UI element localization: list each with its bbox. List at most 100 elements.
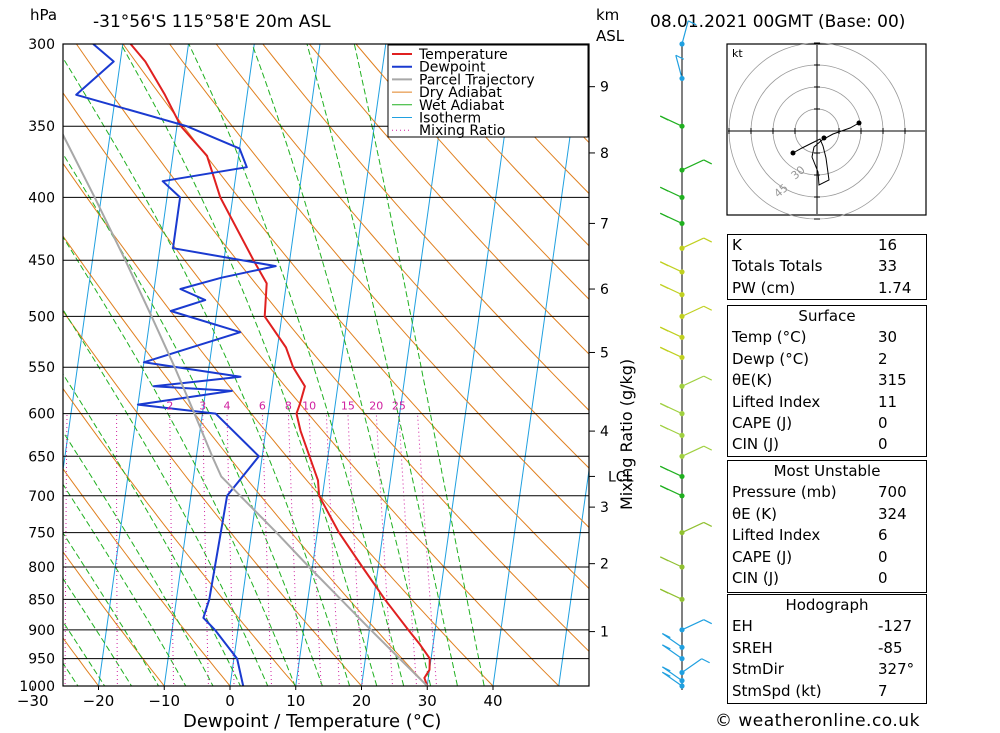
- height-tick-label: 4: [600, 424, 609, 440]
- height-tick-label: 7: [600, 216, 609, 232]
- isotherm-line: [0, 0, 5, 712]
- wind-barb-feather: [703, 305, 713, 311]
- index-value: 0: [878, 435, 888, 454]
- wind-level-dot: [679, 596, 685, 602]
- parcel-trajectory-line: [63, 132, 429, 686]
- pressure-tick-label: 400: [28, 190, 55, 206]
- hodograph-params-panel: Hodograph EH -127 SREH -85 StmDir 327° StmSpd …: [727, 594, 927, 704]
- index-label: CIN (J): [732, 569, 780, 588]
- index-row: K 16: [728, 235, 928, 256]
- wet-adiabat-line: [353, 44, 485, 686]
- index-row: CAPE (J) 0: [728, 413, 928, 434]
- index-value: 327°: [878, 660, 915, 679]
- dry-adiabat-line: [262, 44, 589, 412]
- wind-barb-feather: [659, 424, 669, 430]
- pressure-tick-label: 500: [28, 309, 55, 325]
- profile-lines: [63, 44, 431, 686]
- height-tick-label: 3: [600, 500, 609, 516]
- temperature-tick-label: 0: [225, 692, 235, 710]
- isotherm-line: [163, 44, 255, 686]
- pressure-tick-label: 800: [28, 560, 55, 576]
- wind-barb-feather: [659, 556, 669, 562]
- index-value: 700: [878, 483, 907, 502]
- index-row: PW (cm) 1.74: [728, 278, 928, 299]
- wind-barb-feather: [659, 283, 669, 290]
- isotherm-line: [558, 466, 589, 686]
- wind-barb-feather: [703, 237, 713, 243]
- mixing-ratio-label: 25: [392, 400, 406, 413]
- wind-barb-feather: [662, 644, 671, 650]
- height-unit-label-asl: ASL: [596, 27, 625, 45]
- legend-entry: Isotherm: [419, 111, 481, 127]
- lcl-label: LCL: [608, 469, 634, 485]
- wind-barb-feather: [662, 633, 671, 639]
- wind-barb: [681, 305, 705, 317]
- index-label: θE (K): [732, 504, 777, 523]
- index-row: CAPE (J) 0: [728, 547, 928, 568]
- wind-barb-feather: [701, 658, 710, 664]
- mixing-ratio-axis-title: Mixing Ratio (g/kg): [617, 359, 636, 510]
- wind-barb-feather: [662, 671, 671, 677]
- index-label: EH: [732, 617, 753, 636]
- wet-adiabat-line: [63, 430, 214, 686]
- pressure-tick-label: 300: [28, 37, 55, 53]
- index-value: 6: [878, 526, 888, 545]
- wind-barb-feather: [659, 346, 669, 352]
- dry-adiabat-line: [63, 310, 363, 686]
- index-value: -85: [878, 638, 903, 657]
- legend-entry: Mixing Ratio: [419, 123, 505, 139]
- index-row: StmSpd (kt) 7: [728, 681, 928, 702]
- isotherm-line: [229, 44, 321, 686]
- legend-entry: Wet Adiabat: [419, 98, 505, 114]
- pressure-tick-label: 600: [28, 407, 55, 423]
- mixing-ratio-line: [64, 413, 68, 686]
- index-value: 0: [878, 569, 888, 588]
- wind-barb-feather: [703, 375, 713, 381]
- wind-barb-feather: [659, 326, 669, 332]
- wind-barb-feather: [659, 115, 669, 121]
- pressure-tick-label: 1000: [19, 679, 55, 695]
- hodograph-trace: [792, 122, 860, 186]
- pressure-tick-label: 350: [28, 119, 55, 135]
- temperature-line: [129, 44, 431, 686]
- wind-barb-feather: [659, 485, 669, 491]
- hodograph-point: [821, 135, 827, 141]
- mixing-ratio-label: 4: [224, 400, 231, 413]
- wind-barb-feather: [659, 186, 669, 192]
- wind-barb-feather: [703, 619, 713, 625]
- index-row: CIN (J) 0: [728, 434, 928, 455]
- mixing-ratio-label: 3: [199, 400, 206, 413]
- location-title: -31°56'S 115°58'E 20m ASL: [93, 12, 331, 32]
- most-unstable-panel: Most Unstable Pressure (mb) 700 θE (K) 324 L…: [727, 460, 927, 593]
- height-tick-label: 6: [600, 282, 609, 298]
- height-tick-label: 2: [600, 557, 609, 573]
- wind-barb-feather: [703, 445, 713, 451]
- wind-barb: [681, 619, 705, 631]
- wet-adiabat-line: [120, 44, 378, 686]
- hodograph-point: [856, 120, 862, 126]
- index-value: 324: [878, 504, 907, 523]
- temperature-tick-label: −10: [148, 692, 180, 710]
- mixing-ratio-line: [202, 413, 209, 686]
- most-unstable-title: Most Unstable: [773, 462, 881, 480]
- index-row: θE (K) 324: [728, 504, 928, 525]
- index-label: PW (cm): [732, 278, 796, 297]
- index-row: StmDir 327°: [728, 659, 928, 680]
- index-row: Lifted Index 6: [728, 525, 928, 546]
- dry-adiabat-line: [63, 235, 428, 686]
- index-row: θE(K) 315: [728, 370, 928, 391]
- temperature-tick-label: 30: [418, 692, 437, 710]
- pressure-tick-label: 450: [28, 253, 55, 269]
- index-value: 0: [878, 547, 888, 566]
- index-label: StmSpd (kt): [732, 681, 822, 700]
- index-label: θE(K): [732, 371, 773, 390]
- temperature-tick-label: 40: [483, 692, 502, 710]
- index-label: CAPE (J): [732, 414, 793, 433]
- dry-adiabat-line: [308, 44, 589, 355]
- mixing-ratio-label: 15: [341, 400, 355, 413]
- dry-adiabat-line: [448, 44, 589, 195]
- axes: 2 3 4 6 8 10 15 20 25300350400450500550600650700…: [17, 37, 634, 710]
- index-row: Dewp (°C) 2: [728, 349, 928, 370]
- wind-barb: [675, 55, 683, 79]
- wind-barb-feather: [659, 588, 669, 594]
